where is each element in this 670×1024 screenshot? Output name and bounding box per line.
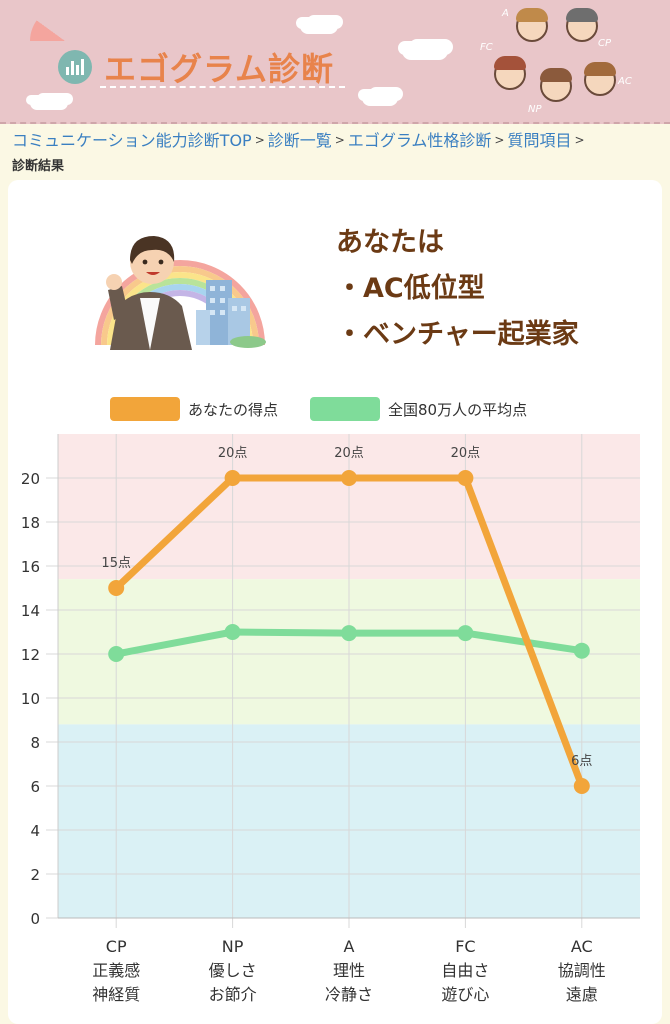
- data-label: 6点: [571, 754, 592, 769]
- result-job: ・ベンチャー起業家: [336, 319, 579, 350]
- breadcrumb-link-egogram[interactable]: エゴグラム性格診断: [347, 131, 492, 150]
- data-point-average: [457, 625, 474, 642]
- data-point-yours: [108, 580, 125, 596]
- cloud-decoration: [402, 42, 448, 60]
- cloud-decoration: [30, 96, 68, 110]
- legend-label-yours: あなたの得点: [188, 400, 279, 419]
- y-tick-label: 12: [21, 646, 40, 664]
- x-tick-label: 神経質: [92, 985, 140, 1004]
- cloud-decoration: [300, 18, 338, 34]
- result-lead: あなたは: [336, 227, 444, 258]
- x-tick-label: CP: [106, 937, 127, 956]
- breadcrumb-separator: >: [254, 133, 265, 147]
- character-np-avatar: [540, 68, 572, 102]
- y-tick-label: 18: [21, 514, 40, 532]
- data-point-yours: [341, 470, 357, 486]
- y-tick-label: 2: [30, 866, 40, 884]
- breadcrumb-link-list[interactable]: 診断一覧: [267, 131, 332, 150]
- character-a-avatar: [516, 8, 548, 42]
- data-label: 20点: [218, 446, 248, 461]
- data-point-yours: [457, 470, 474, 486]
- x-tick-label: NP: [222, 937, 244, 956]
- breadcrumb: コミュニケーション能力診断TOP > 診断一覧 > エゴグラム性格診断 > 質問項目 > 診断…: [12, 128, 664, 179]
- breadcrumb-current: 診断結果: [12, 159, 65, 174]
- y-tick-label: 8: [30, 734, 40, 752]
- y-tick-label: 10: [21, 690, 40, 708]
- legend-swatch-average: [310, 397, 380, 421]
- y-tick-label: 14: [21, 602, 40, 620]
- result-type: ・AC低位型: [336, 273, 485, 304]
- data-label: 20点: [451, 446, 481, 461]
- chart-logo-icon: [58, 50, 92, 84]
- character-label: A: [502, 8, 509, 19]
- breadcrumb-separator: >: [334, 133, 345, 147]
- data-point-average: [108, 646, 125, 662]
- x-tick-label: 正義感: [92, 961, 140, 980]
- y-tick-label: 0: [30, 910, 40, 928]
- x-tick-label: お節介: [209, 985, 257, 1004]
- x-tick-label: 協調性: [558, 961, 606, 980]
- data-point-yours: [573, 778, 590, 794]
- x-tick-label: 自由さ: [441, 961, 489, 980]
- x-tick-label: 冷静さ: [325, 985, 373, 1004]
- breadcrumb-link-questions[interactable]: 質問項目: [507, 131, 572, 150]
- title-divider: [100, 86, 345, 88]
- data-label: 15点: [101, 556, 131, 571]
- x-tick-label: 優しさ: [209, 961, 257, 980]
- x-tick-label: AC: [571, 937, 593, 956]
- character-label: CP: [598, 38, 612, 49]
- x-tick-label: 遠慮: [566, 985, 598, 1004]
- legend-yours: あなたの得点: [110, 396, 278, 422]
- x-tick-label: 遊び心: [441, 985, 489, 1004]
- character-fc-avatar: [494, 56, 526, 90]
- character-ac-avatar: [584, 62, 616, 96]
- legend-swatch-yours: [110, 397, 180, 421]
- cloud-decoration: [362, 90, 398, 106]
- y-tick-label: 6: [30, 778, 40, 796]
- businessman-illustration: [95, 236, 266, 350]
- data-label: 20点: [334, 446, 364, 461]
- y-tick-label: 20: [21, 470, 40, 488]
- site-title: エゴグラム診断: [104, 50, 335, 88]
- site-header: エゴグラム診断 A CP FC NP AC: [0, 0, 670, 124]
- breadcrumb-separator: >: [574, 133, 585, 147]
- x-tick-label: A: [344, 937, 355, 956]
- y-tick-label: 16: [21, 558, 40, 576]
- site-logo-link[interactable]: エゴグラム診断: [0, 0, 360, 122]
- x-tick-label: FC: [455, 937, 475, 956]
- data-point-average: [341, 625, 357, 642]
- legend-label-average: 全国80万人の平均点: [388, 400, 528, 419]
- data-point-average: [224, 624, 241, 640]
- x-tick-label: 理性: [333, 961, 365, 980]
- character-label: AC: [618, 76, 632, 87]
- legend-average: 全国80万人の平均点: [310, 396, 527, 422]
- breadcrumb-separator: >: [494, 133, 505, 147]
- character-cp-avatar: [566, 8, 598, 42]
- data-point-yours: [224, 470, 241, 486]
- breadcrumb-link-top[interactable]: コミュニケーション能力診断TOP: [12, 131, 252, 150]
- data-point-average: [573, 642, 590, 659]
- y-tick-label: 4: [30, 822, 40, 840]
- character-label: NP: [528, 104, 542, 115]
- character-label: FC: [480, 42, 493, 53]
